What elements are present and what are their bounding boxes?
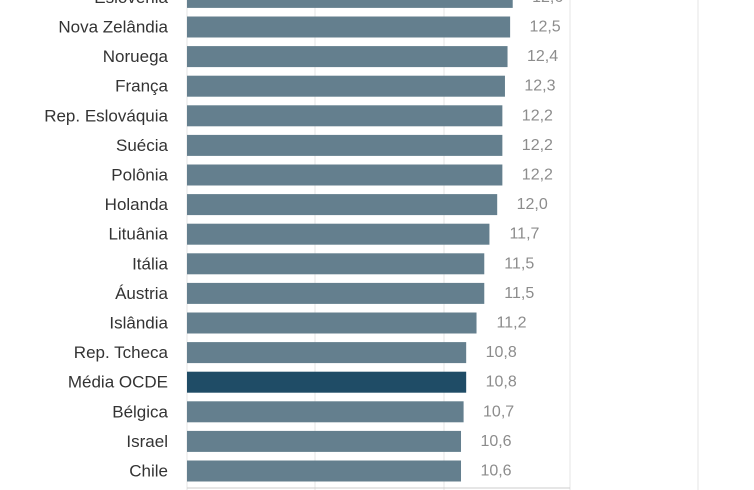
category-label: Holanda: [105, 195, 169, 214]
bar: [187, 342, 467, 364]
bar: [187, 460, 462, 482]
value-label: 12,2: [522, 167, 553, 184]
labels: Eslovênia 12,6 Nova Zelândia 12,5 Noruega 12,…: [44, 0, 563, 481]
bar: [187, 194, 498, 216]
value-label: 12,6: [532, 0, 563, 6]
bar: [187, 371, 467, 393]
value-label: 11,5: [504, 285, 534, 302]
category-label: Nova Zelândia: [58, 18, 168, 37]
bar: [187, 253, 485, 275]
category-label: Itália: [132, 254, 168, 273]
value-label: 10,6: [480, 433, 511, 450]
value-label: 10,8: [486, 344, 517, 361]
value-label: 11,5: [504, 255, 534, 272]
category-label: Bélgica: [112, 402, 168, 421]
category-label: Israel: [126, 432, 168, 451]
bar: [187, 223, 490, 245]
bar: [187, 312, 477, 334]
category-label: Suécia: [116, 136, 169, 155]
category-label: Rep. Tcheca: [74, 343, 169, 362]
category-label: Polônia: [111, 166, 168, 185]
value-label: 12,2: [522, 107, 553, 124]
category-label: Rep. Eslováquia: [44, 106, 168, 125]
bar: [187, 282, 485, 304]
value-label: 10,8: [486, 374, 517, 391]
value-label: 12,4: [527, 48, 558, 65]
value-label: 11,2: [497, 315, 527, 332]
category-label: Lituânia: [108, 225, 168, 244]
category-label: França: [115, 77, 168, 96]
bars: [187, 0, 513, 482]
category-label: Média OCDE: [68, 373, 168, 392]
category-label: Eslovênia: [94, 0, 168, 7]
value-label: 11,7: [509, 226, 539, 243]
category-label: Áustria: [115, 284, 168, 303]
category-label: Noruega: [103, 47, 169, 66]
value-label: 10,7: [483, 403, 514, 420]
bar: [187, 0, 513, 8]
value-label: 12,2: [522, 137, 553, 154]
value-label: 10,6: [480, 463, 511, 480]
bar: [187, 430, 462, 452]
bar: [187, 16, 511, 38]
bar: [187, 134, 503, 156]
category-label: Chile: [129, 462, 168, 481]
value-label: 12,5: [530, 19, 561, 36]
bar: [187, 164, 503, 186]
value-label: 12,0: [517, 196, 548, 213]
bar: [187, 75, 505, 97]
value-label: 12,3: [524, 78, 555, 95]
category-label: Islândia: [109, 314, 168, 333]
bar: [187, 105, 503, 127]
bar: [187, 46, 508, 68]
bar: [187, 401, 464, 423]
